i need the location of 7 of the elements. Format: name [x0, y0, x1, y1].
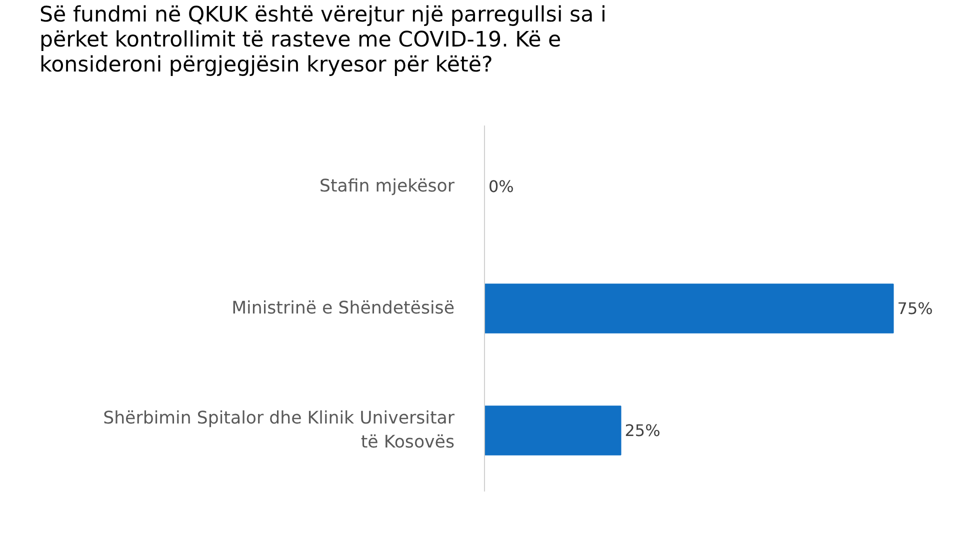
y-tick-label: Ministrinë e Shëndetësisë: [232, 298, 455, 318]
y-tick-label: Stafin mjekësor: [319, 176, 456, 196]
data-label: 25%: [624, 421, 660, 440]
y-tick-label: Shërbimin Spitalor dhe Klinik Universitar të Kosovës: [103, 408, 456, 452]
data-label: 0%: [488, 177, 514, 196]
data-label: 75%: [897, 299, 933, 318]
chart-title: Së fundmi në QKUK është vërejtur një parregullsi sa i përket kontrollimit të rasteve me COVID-19. Kë e konsideroni përgjegjësin kryesor për këtë?: [40, 2, 606, 78]
